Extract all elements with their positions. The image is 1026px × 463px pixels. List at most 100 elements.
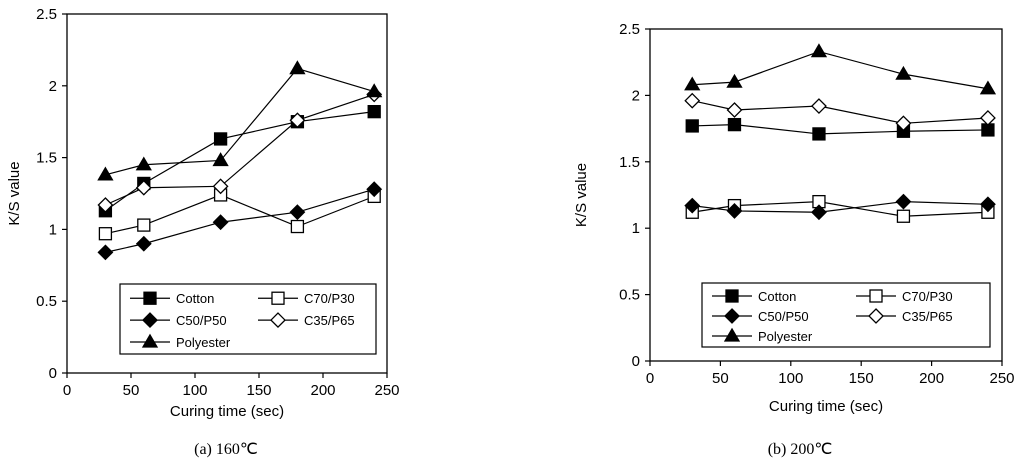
x-tick-label: 250: [374, 382, 399, 399]
legend-label: C50/P50: [758, 309, 809, 324]
legend-label: C35/P65: [304, 313, 355, 328]
chart-b: 0 0.5 1 1.5 2 2.5 0 50 100 150 200 250 Curing time (…: [573, 21, 1015, 458]
x-tick-label: 200: [310, 382, 335, 399]
data-point: [684, 197, 701, 214]
data-point: [289, 112, 306, 129]
series-polyester: [97, 60, 383, 181]
series-line: [105, 67, 375, 176]
y-tick-label: 2: [49, 78, 57, 95]
y-axis-label: K/S value: [6, 161, 23, 225]
legend-marker: [723, 327, 741, 342]
data-point: [812, 127, 826, 141]
chart-caption: (b) 200℃: [768, 441, 833, 458]
legend-marker: [869, 289, 883, 303]
plot-area: [649, 28, 1003, 362]
data-point: [980, 196, 996, 213]
data-point: [811, 204, 827, 221]
y-tick-label: 1: [632, 220, 640, 237]
series-cotton: [685, 117, 995, 141]
data-point: [135, 156, 152, 171]
data-point: [980, 110, 996, 126]
data-point: [290, 219, 305, 234]
x-tick-label: 200: [919, 370, 944, 387]
y-tick-label: 0.5: [36, 293, 57, 310]
x-axis-label: Curing time (sec): [769, 398, 883, 415]
series-c35-p65: [684, 92, 996, 132]
legend-marker: [725, 289, 739, 303]
legend: Cotton C70/P30 C50/P50 C35/P65 Polyester: [701, 282, 991, 348]
series-c70-p30: [98, 188, 381, 241]
legend-entry: C35/P65: [258, 312, 355, 329]
x-tick-label: 0: [646, 370, 654, 387]
x-tick-label: 50: [123, 382, 140, 399]
legend-entry: C50/P50: [712, 308, 809, 324]
data-point: [685, 119, 699, 133]
y-tick-label: 0.5: [619, 287, 640, 304]
x-axis-label: Curing time (sec): [170, 403, 284, 420]
y-tick-label: 2.5: [619, 21, 640, 38]
x-tick-label: 100: [182, 382, 207, 399]
data-point: [212, 214, 229, 231]
x-tick-label: 50: [712, 370, 729, 387]
y-axis-label: K/S value: [573, 163, 590, 227]
legend-label: C70/P30: [902, 289, 953, 304]
data-point: [289, 204, 306, 221]
legend-label: Polyester: [758, 329, 813, 344]
y-tick-label: 2.5: [36, 6, 57, 23]
data-point: [137, 218, 151, 232]
legend: Cotton C70/P30 C50/P50 C35/P65 Polyester: [119, 283, 377, 355]
data-point: [811, 98, 827, 114]
series-c50-p50: [97, 181, 383, 261]
y-tick-label: 2: [632, 87, 640, 104]
data-point: [366, 83, 383, 98]
legend-label: C35/P65: [902, 309, 953, 324]
legend-label: C50/P50: [176, 313, 227, 328]
legend-entry: Cotton: [712, 289, 796, 304]
legend-marker: [143, 291, 157, 305]
y-tick-label: 1.5: [619, 154, 640, 171]
chart-a: 0 0.5 1 1.5 2 2.5 0 50 100 150 200 250 Curing time (…: [6, 6, 400, 458]
data-point: [135, 235, 152, 252]
series-polyester: [684, 43, 997, 95]
data-point: [367, 104, 381, 119]
legend-label: C70/P30: [304, 291, 355, 306]
x-tick-label: 150: [246, 382, 271, 399]
series-c35-p65: [97, 86, 383, 213]
data-point: [213, 132, 228, 146]
legend-entry: C35/P65: [856, 308, 953, 324]
data-point: [684, 76, 701, 91]
data-point: [726, 73, 743, 88]
y-tick-label: 0: [49, 365, 57, 382]
x-tick-label: 100: [778, 370, 803, 387]
data-point: [979, 80, 997, 95]
legend-marker: [868, 308, 884, 324]
legend-marker: [270, 312, 286, 329]
data-point: [726, 203, 743, 219]
data-point: [895, 65, 912, 80]
data-point: [212, 152, 229, 167]
data-point: [97, 197, 114, 213]
legend-entry: Polyester: [712, 327, 813, 344]
data-point: [810, 43, 828, 58]
legend-entry: C70/P30: [856, 289, 953, 304]
y-tick-label: 1: [49, 221, 57, 238]
legend-entry: Polyester: [130, 333, 231, 350]
data-point: [97, 166, 114, 181]
legend-marker: [724, 308, 740, 324]
x-tick-label: 250: [989, 370, 1014, 387]
y-tick-label: 0: [632, 353, 640, 370]
data-point: [684, 92, 701, 109]
data-point: [726, 102, 743, 118]
legend-entry: C70/P30: [258, 291, 355, 306]
data-point: [135, 179, 152, 196]
legend-marker: [271, 291, 285, 305]
data-point: [896, 209, 911, 223]
legend-marker: [142, 312, 158, 329]
legend-marker: [141, 333, 159, 348]
data-point: [366, 181, 383, 198]
chart-caption: (a) 160℃: [194, 441, 258, 458]
x-tick-label: 0: [63, 382, 71, 399]
data-point: [895, 193, 912, 210]
data-point: [727, 117, 742, 132]
